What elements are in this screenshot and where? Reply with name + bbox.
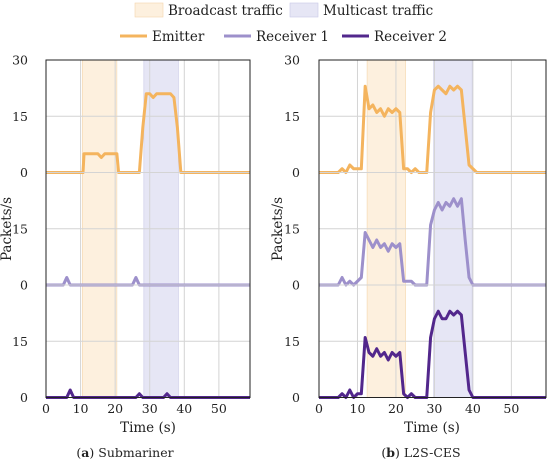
y-tick-label-0-2: 30	[12, 53, 28, 68]
x-tick-label-2: 20	[107, 401, 123, 416]
x-tick-label-2: 20	[388, 401, 404, 416]
x-tick-label-4: 40	[465, 401, 481, 416]
caption-b: (b) L2S-CES	[381, 445, 460, 460]
plot-frame	[45, 59, 251, 398]
series-receiver-1	[319, 197, 546, 287]
legend-receiver2-label: Receiver 2	[374, 29, 447, 45]
y-tick-label-2-0: 0	[292, 390, 300, 405]
y-tick-label-0-1: 15	[284, 109, 300, 124]
series-receiver-2	[319, 309, 546, 399]
caption-a-letter: a	[81, 445, 89, 460]
series-emitter	[319, 84, 546, 174]
legend-multicast-swatch	[289, 2, 319, 18]
y-tick-label-0-1: 15	[12, 109, 28, 124]
legend-multicast-label: Multicast traffic	[323, 3, 433, 19]
x-tick-label-3: 30	[426, 401, 442, 416]
legend-emitter-label: Emitter	[152, 29, 205, 45]
x-tick-label-3: 30	[142, 401, 158, 416]
x-tick-label-5: 50	[211, 401, 227, 416]
caption-a-text: Submariner	[98, 445, 173, 460]
x-tick-label-5: 50	[503, 401, 519, 416]
x-tick-label-1: 10	[73, 401, 89, 416]
legend-broadcast-swatch	[134, 2, 164, 18]
y-tick-label-2-1: 15	[12, 334, 28, 349]
y-tick-label-1-1: 15	[12, 221, 28, 236]
caption-b-letter: b	[386, 445, 395, 460]
x-tick-label-0: 0	[42, 401, 50, 416]
y-tick-label-2-1: 15	[284, 334, 300, 349]
legend-receiver1-label: Receiver 1	[256, 29, 329, 45]
x-axis-label: Time (s)	[120, 420, 176, 436]
y-tick-label-1-0: 0	[292, 278, 300, 293]
x-tick-label-1: 10	[350, 401, 366, 416]
series-receiver-2	[46, 388, 250, 399]
caption-a: (a) Submariner	[76, 445, 173, 460]
series-emitter	[46, 92, 250, 174]
legend-broadcast-label: Broadcast traffic	[168, 3, 283, 19]
x-axis-label: Time (s)	[404, 420, 460, 436]
y-axis-label: Packets/s	[270, 197, 286, 261]
x-tick-label-0: 0	[315, 401, 323, 416]
panel-b-l2s-ces: 0 10 20 30 40 50 0 15 30 0 15 0 15 Time (s) Packets/s	[270, 53, 547, 436]
plot-frame	[318, 59, 547, 398]
legend: Broadcast traffic Multicast traffic Emit…	[120, 2, 447, 45]
y-tick-label-0-0: 0	[20, 165, 28, 180]
y-tick-label-1-1: 15	[284, 221, 300, 236]
y-tick-label-0-0: 0	[292, 165, 300, 180]
y-tick-label-1-0: 0	[20, 278, 28, 293]
caption-b-text: L2S-CES	[404, 445, 461, 460]
panel-a-submariner: 0 10 20 30 40 50 0 15 30 0 15 0 15 Time (s) Packets/s	[0, 53, 251, 436]
x-tick-label-4: 40	[176, 401, 192, 416]
y-tick-label-0-2: 30	[284, 53, 300, 68]
y-axis-label: Packets/s	[0, 197, 15, 261]
y-tick-label-2-0: 0	[20, 390, 28, 405]
